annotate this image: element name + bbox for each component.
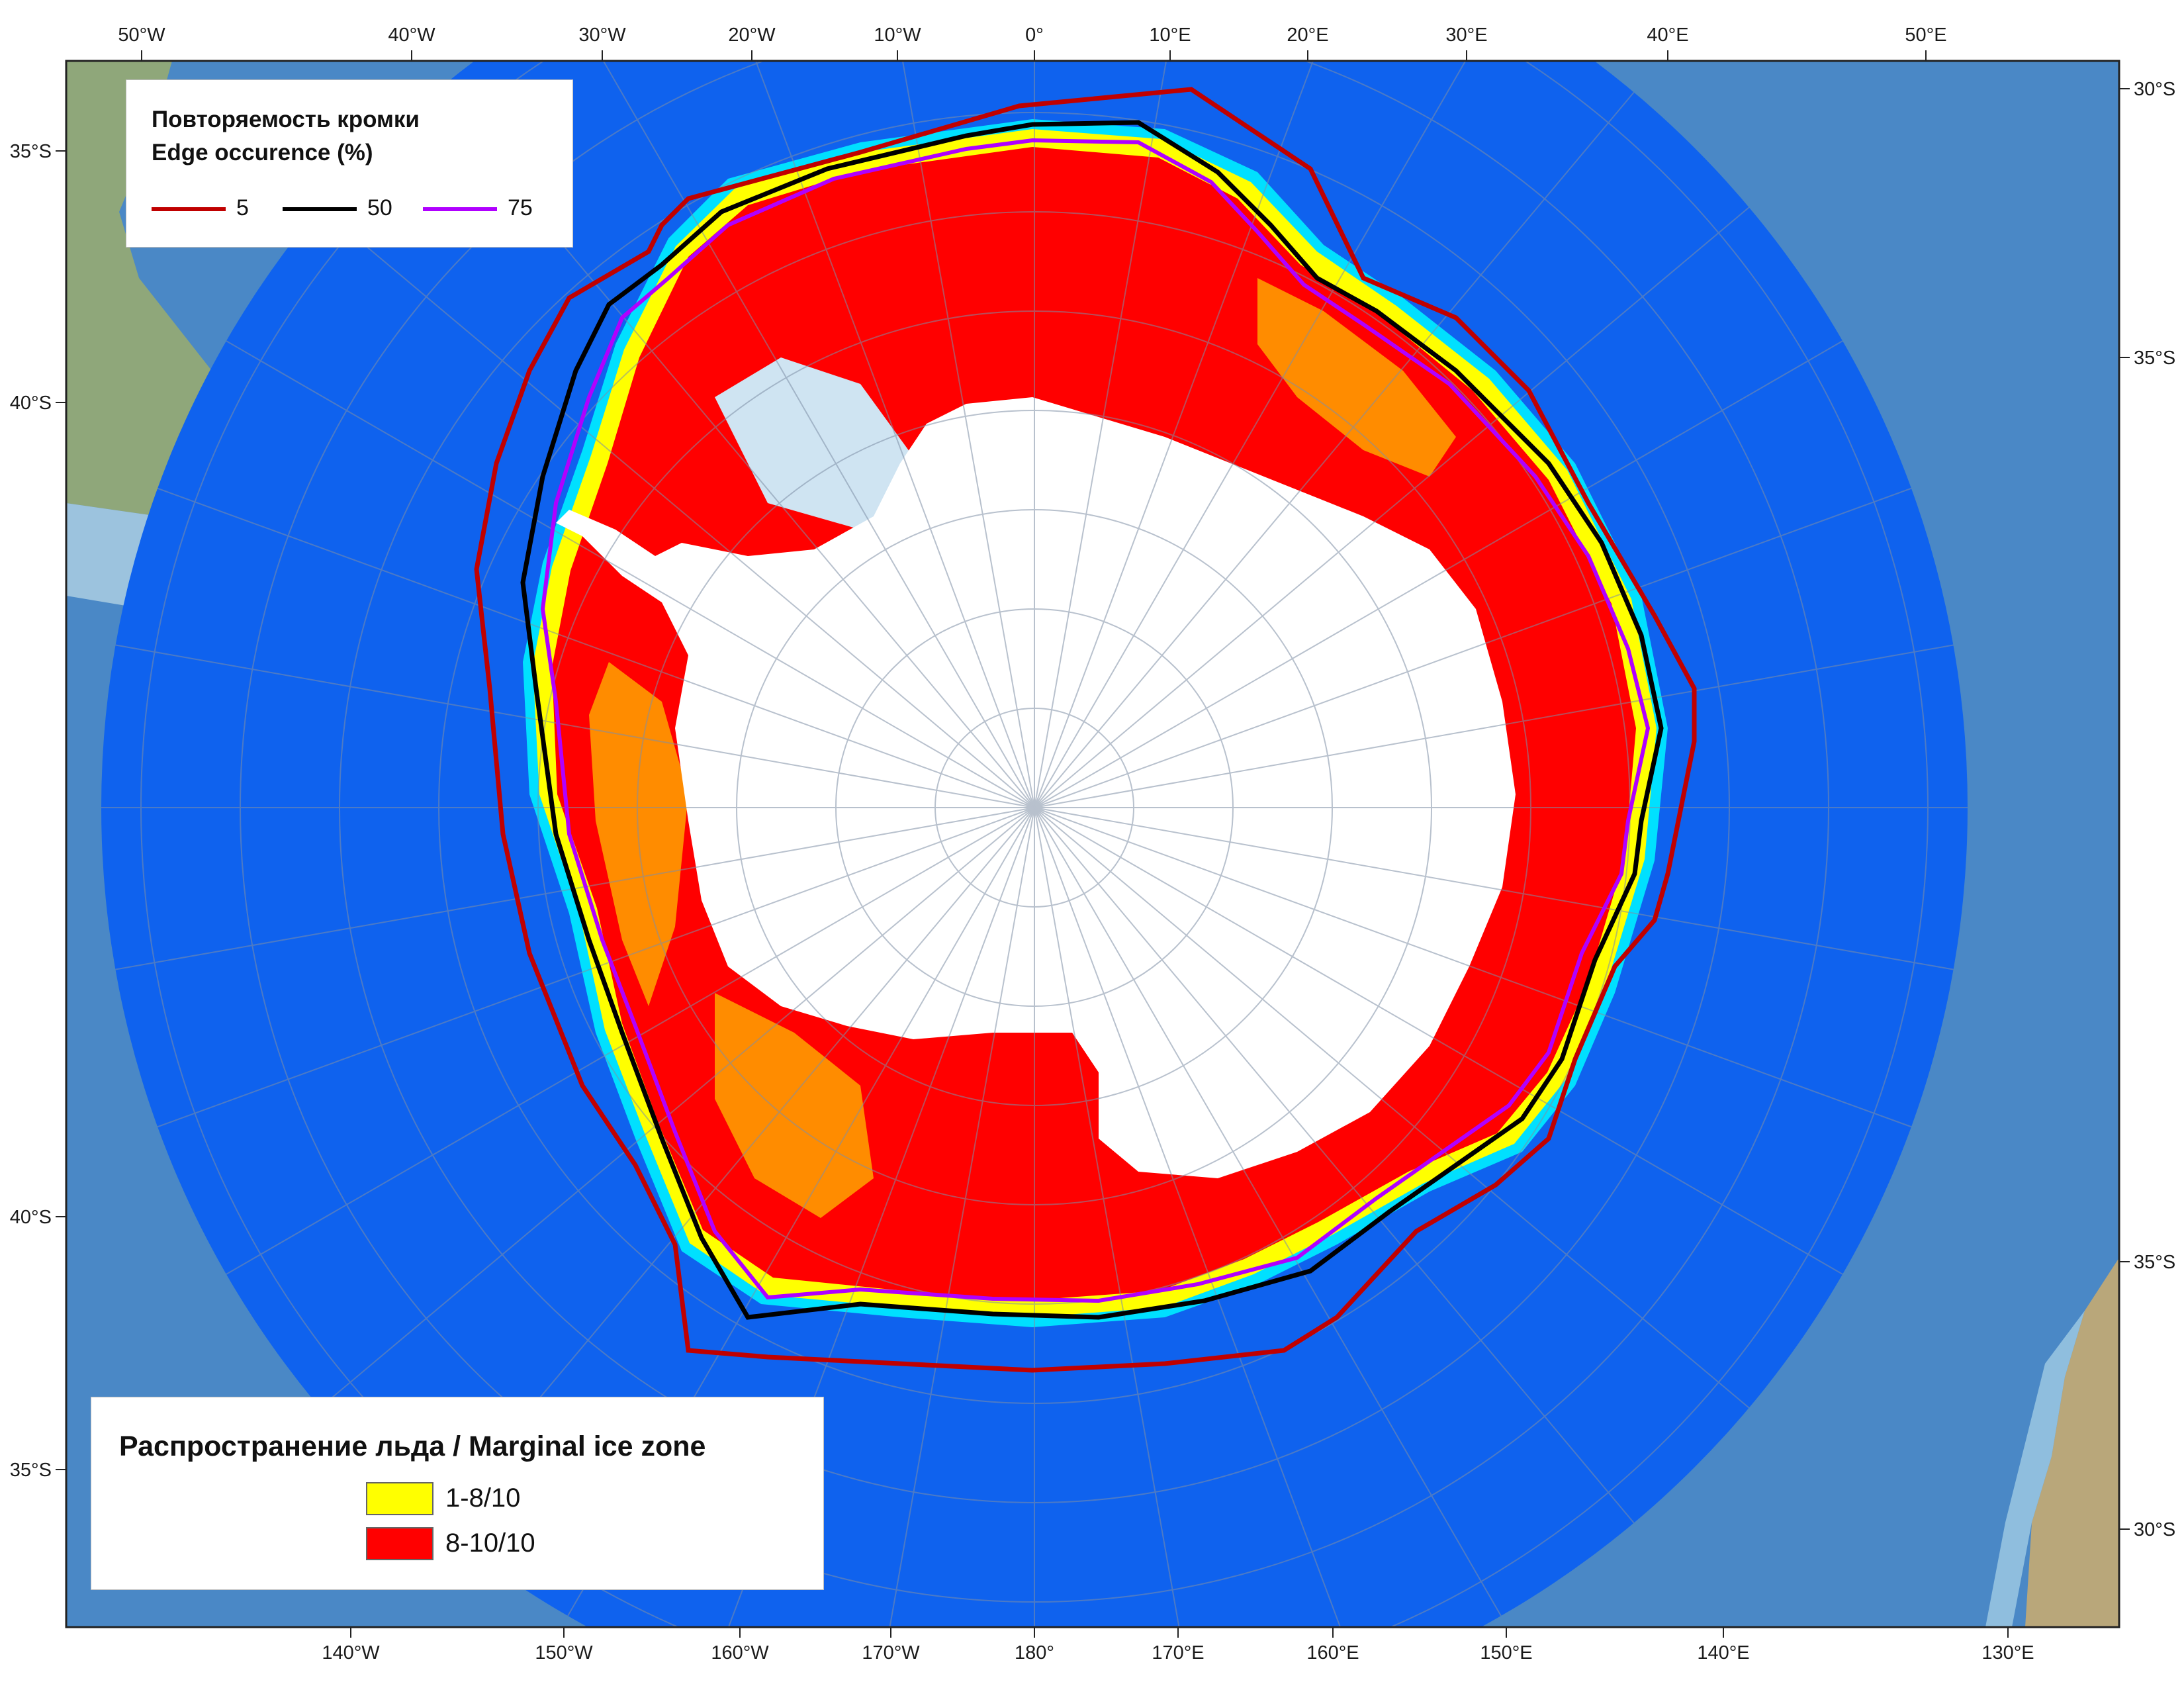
lat-label-right: 35°S: [2134, 1252, 2175, 1273]
lon-label-top: 20°E: [1287, 24, 1328, 46]
graticule: [101, 61, 1968, 1627]
lon-label-top: 30°W: [578, 24, 626, 46]
ice-medium-patch-south: [715, 993, 874, 1218]
lon-label-top: 30°E: [1445, 24, 1487, 46]
lon-label-bottom: 140°W: [322, 1642, 380, 1664]
edge-legend-items: 5 50 75: [152, 191, 555, 224]
africa-landmass: [2025, 1258, 2119, 1627]
lat-label-left: 35°S: [10, 1460, 52, 1481]
ice-swatch-low: [366, 1482, 433, 1515]
lon-label-bottom: 160°E: [1306, 1642, 1359, 1664]
ice-legend-title: Распространение льда / Marginal ice zone: [119, 1430, 706, 1462]
edge-value: 75: [508, 195, 533, 220]
lon-label-top: 40°W: [388, 24, 435, 46]
ice-swatch-high: [366, 1527, 433, 1560]
lon-label-bottom: 180°: [1015, 1642, 1054, 1664]
lon-label-bottom: 150°E: [1480, 1642, 1532, 1664]
map-frame: [65, 60, 2120, 1628]
edge-occurrence-legend: Повторяемость кромки Edge occurence (%) …: [126, 79, 573, 248]
ice-swatch-label: 1-8/10: [445, 1483, 521, 1513]
lon-label-bottom: 150°W: [535, 1642, 593, 1664]
lon-label-bottom: 170°E: [1152, 1642, 1204, 1664]
ice-medium-patch-east: [1257, 278, 1456, 477]
antarctic-peninsula: [556, 510, 682, 602]
edge-swatch-5: [152, 207, 226, 211]
marginal-ice-legend: Распространение льда / Marginal ice zone…: [91, 1397, 824, 1590]
edge-swatch-75: [423, 207, 497, 211]
africa-coast-shelf: [1985, 1311, 2085, 1627]
lon-label-top: 10°W: [874, 24, 921, 46]
edge-line-5pct: [474, 87, 1697, 1373]
edge-line-75pct: [540, 138, 1651, 1303]
edge-legend-title-ru: Повторяемость кромки: [152, 107, 420, 132]
bottom-longitude-axis: 140°W 150°W 160°W 170°W 180° 170°E 160°E…: [322, 1627, 2034, 1664]
edge-legend-title-en: Edge occurence (%): [152, 140, 373, 165]
left-latitude-axis: 35°S 40°S 40°S 35°S: [10, 141, 66, 1481]
lon-label-top: 50°W: [118, 24, 165, 46]
lon-label-bottom: 170°W: [862, 1642, 920, 1664]
lon-label-top: 50°E: [1905, 24, 1946, 46]
edge-swatch-50: [283, 207, 357, 211]
lat-label-left: 35°S: [10, 141, 52, 162]
lat-label-right: 35°S: [2134, 348, 2175, 369]
lat-label-left: 40°S: [10, 1207, 52, 1228]
lon-label-bottom: 140°E: [1697, 1642, 1749, 1664]
edge-value: 50: [367, 195, 392, 220]
lon-label-top: 10°E: [1149, 24, 1191, 46]
ice-swatch-label: 8-10/10: [445, 1528, 535, 1558]
lon-label-top: 40°E: [1647, 24, 1688, 46]
edge-value: 5: [236, 195, 249, 220]
lat-label-left: 40°S: [10, 393, 52, 414]
lon-label-top: 0°: [1025, 24, 1044, 46]
lon-label-bottom: 160°W: [711, 1642, 769, 1664]
lat-label-right: 30°S: [2134, 79, 2175, 100]
right-latitude-axis: 30°S 35°S 35°S 30°S: [2119, 79, 2175, 1540]
lat-label-right: 30°S: [2134, 1519, 2175, 1540]
lon-label-bottom: 130°E: [1981, 1642, 2034, 1664]
lon-label-top: 20°W: [728, 24, 776, 46]
top-longitude-axis: 50°W 40°W 30°W 20°W 10°W 0° 10°E 20°E 30…: [118, 24, 1947, 61]
edge-line-50pct: [520, 120, 1664, 1320]
antarctica-continent: [642, 397, 1516, 1178]
